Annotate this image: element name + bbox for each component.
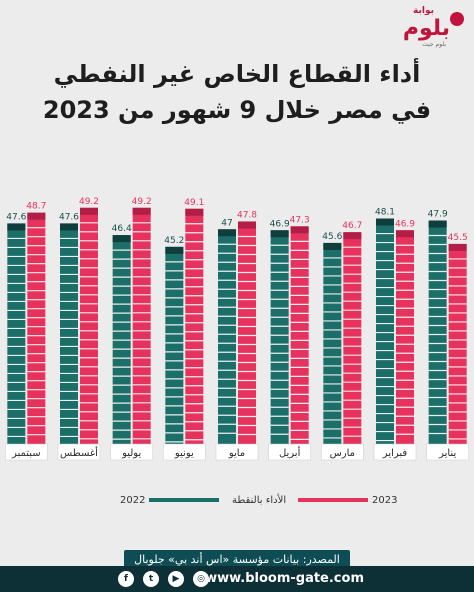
value-label: 49.2	[79, 197, 99, 207]
value-label: 45.5	[448, 233, 468, 243]
bar-2022-cap	[218, 229, 236, 237]
month-label-box	[373, 443, 417, 461]
bar-2022	[376, 218, 394, 444]
bar-2023	[238, 221, 256, 444]
bar-2023	[290, 226, 309, 444]
bar-2023-cap	[80, 207, 98, 215]
month-label-box	[426, 443, 469, 461]
bar-2023-cap	[27, 212, 46, 220]
facebook-icon[interactable]: f	[118, 571, 134, 587]
bar-2023	[27, 212, 46, 444]
bar-2022-cap	[7, 223, 26, 231]
month-label: سبتمبر	[11, 448, 41, 459]
bar-2022	[165, 246, 184, 444]
bar-2023	[132, 207, 151, 444]
value-label: 46.9	[395, 219, 415, 229]
month-label-box	[321, 443, 364, 461]
value-label: 47.6	[59, 212, 79, 222]
month-label: أبريل	[279, 446, 301, 459]
month-label-box	[268, 443, 311, 461]
legend-label-2022: 2022	[120, 494, 146, 506]
page-title: أداء القطاع الخاص غير النفطي في مصر خلال…	[0, 56, 474, 128]
legend-label-2023: 2023	[372, 494, 398, 506]
chart-legend: 2022 الأداء بالنقطة 2023	[0, 490, 474, 510]
source-note: المصدر: بيانات مؤسسة «اس أند بي» جلوبال	[0, 548, 474, 569]
month-label: يونيو	[174, 448, 194, 459]
bar-2023-cap	[448, 243, 467, 251]
bar-2023-cap	[343, 232, 362, 240]
month-label: فبراير	[382, 448, 408, 459]
bar-2022-cap	[376, 218, 394, 226]
source-text: المصدر: بيانات مؤسسة «اس أند بي» جلوبال	[124, 550, 350, 569]
legend-label-pmi: الأداء بالنقطة	[232, 494, 287, 506]
legend-item-2023: 2023	[298, 490, 397, 510]
bar-2022	[218, 229, 236, 444]
bar-2023	[185, 208, 204, 444]
website-link[interactable]: www.bloom-gate.com	[205, 571, 364, 586]
bar-2022	[323, 242, 342, 444]
value-label: 47.8	[237, 210, 257, 220]
bar-2022-cap	[60, 223, 78, 231]
value-label: 49.1	[184, 198, 204, 208]
value-label: 45.2	[164, 236, 184, 246]
value-label: 45.6	[322, 232, 342, 242]
value-label: 48.7	[26, 202, 46, 212]
bar-2022-cap	[165, 246, 184, 254]
instagram-icon[interactable]: ◎	[193, 571, 209, 587]
bar-2023-cap	[132, 207, 151, 215]
month-label: مايو	[228, 448, 245, 459]
bar-2022-cap	[323, 242, 342, 250]
value-label: 49.2	[132, 197, 152, 207]
logo-name: بلوم	[402, 16, 451, 41]
bar-2022-cap	[270, 230, 289, 238]
bar-2023	[448, 243, 467, 444]
month-label-box	[57, 443, 101, 461]
bar-2022	[270, 230, 289, 444]
value-label: 46.7	[342, 221, 362, 231]
bar-2023-cap	[238, 221, 256, 229]
legend-item-2022: 2022	[120, 490, 220, 510]
month-label-box	[5, 443, 48, 461]
bar-chart: 47.945.5يناير48.146.9فبراير45.646.7مارس4…	[5, 197, 469, 461]
bar-2023	[396, 230, 414, 444]
bar-2023-cap	[185, 208, 204, 216]
legend-swatch-2022	[149, 498, 220, 502]
bar-2023-cap	[290, 226, 309, 234]
youtube-icon[interactable]: ▶	[168, 571, 184, 587]
bar-2022-cap	[428, 220, 447, 228]
bar-2022	[7, 223, 26, 444]
month-label: أغسطس	[60, 446, 98, 459]
month-label-box	[110, 443, 153, 461]
title-line-2: في مصر خلال 9 شهور من 2023	[42, 96, 432, 124]
legend-item-pmi: الأداء بالنقطة	[232, 490, 286, 510]
bar-2023	[80, 207, 98, 444]
value-label: 47.9	[428, 209, 448, 219]
month-label-box	[163, 443, 206, 461]
bar-2023-cap	[396, 230, 414, 238]
value-label: 48.1	[375, 208, 395, 218]
logo-small-text: بوابة	[413, 6, 434, 16]
brand-logo[interactable]: بوابة بلوم بلوم جيت	[392, 6, 464, 52]
microphone-icon	[450, 12, 464, 26]
legend-swatch-2023	[298, 498, 368, 502]
footer-bar: f t ▶ ◎ www.bloom-gate.com	[0, 566, 474, 592]
value-label: 46.4	[112, 224, 132, 234]
value-label: 47	[221, 218, 232, 228]
value-label: 46.9	[270, 219, 290, 229]
value-label: 47.3	[290, 215, 310, 225]
bar-2022-cap	[112, 235, 131, 243]
value-label: 47.6	[6, 212, 26, 222]
logo-tagline: بلوم جيت	[422, 41, 446, 48]
month-label: مارس	[330, 448, 355, 459]
twitter-icon[interactable]: t	[143, 571, 159, 587]
bar-2022	[60, 223, 78, 444]
month-label: يناير	[438, 448, 456, 459]
month-label: يوليو	[121, 448, 141, 459]
title-line-1: أداء القطاع الخاص غير النفطي	[53, 60, 421, 88]
bar-2023	[343, 232, 362, 444]
month-label-box	[215, 443, 259, 461]
